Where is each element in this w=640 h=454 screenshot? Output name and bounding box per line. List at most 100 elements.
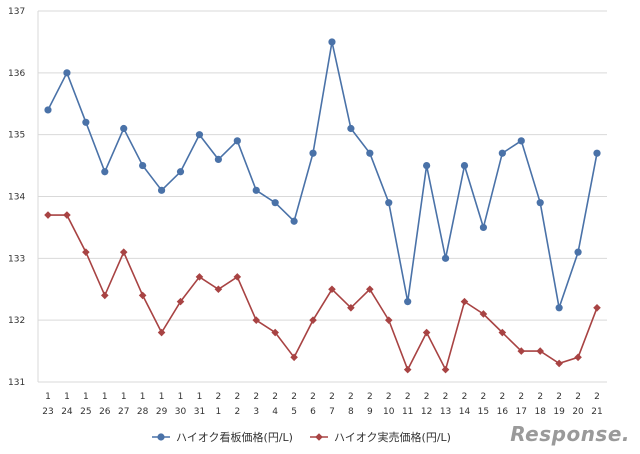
data-point (404, 298, 412, 306)
x-tick-label-month: 1 (178, 392, 184, 402)
legend: ハイオク看板価格(円/L) ハイオク実売価格(円/L) (152, 430, 451, 444)
data-point (593, 149, 601, 157)
x-tick-label-month: 2 (234, 392, 240, 402)
x-tick-label-day: 9 (367, 407, 373, 417)
data-point (574, 353, 582, 362)
data-point (82, 248, 90, 256)
y-tick-label: 131 (8, 378, 25, 388)
x-axis-tick-labels: 1231241251261271281291301312122232425262… (42, 392, 602, 417)
data-point (479, 310, 488, 318)
legend-item: ハイオク実売価格(円/L) (310, 430, 451, 444)
legend-item: ハイオク看板価格(円/L) (152, 430, 293, 444)
x-tick-label-month: 2 (310, 392, 316, 402)
series-1 (44, 38, 601, 312)
data-point (385, 199, 393, 207)
data-point (574, 248, 582, 256)
y-axis-tick-labels: 131 132 133 134 135 136 137 (8, 7, 25, 388)
x-tick-label-day: 2 (234, 407, 240, 417)
data-point (120, 124, 128, 133)
x-tick-label-month: 2 (216, 392, 222, 402)
x-tick-label-month: 2 (575, 392, 581, 402)
x-tick-label-day: 4 (272, 407, 278, 417)
data-point (517, 347, 526, 355)
data-point (441, 254, 450, 262)
x-tick-label-month: 2 (518, 392, 524, 402)
data-point (347, 124, 355, 133)
data-point (479, 223, 488, 232)
x-tick-label-day: 5 (291, 407, 297, 417)
data-point (195, 131, 204, 139)
data-point (139, 161, 147, 170)
x-tick-label-month: 1 (197, 392, 203, 402)
x-tick-label-day: 20 (572, 407, 584, 417)
data-point (366, 285, 374, 294)
x-tick-label-day: 17 (516, 407, 527, 417)
data-point (100, 291, 109, 300)
data-point (460, 297, 469, 306)
data-point (290, 217, 298, 225)
x-tick-label-month: 2 (253, 392, 259, 402)
x-tick-label-day: 19 (553, 407, 565, 417)
x-tick-label-month: 2 (272, 392, 278, 402)
data-point (63, 69, 71, 77)
x-tick-label-month: 1 (102, 392, 108, 402)
x-tick-label-day: 28 (137, 407, 149, 417)
y-tick-label: 132 (8, 316, 25, 326)
x-tick-label-day: 21 (591, 407, 602, 417)
data-point (252, 186, 260, 194)
data-point (498, 149, 506, 157)
x-tick-label-day: 16 (497, 407, 509, 417)
data-point (157, 186, 166, 194)
x-tick-label-month: 2 (291, 392, 297, 402)
y-tick-label: 137 (8, 7, 25, 17)
x-tick-label-month: 1 (64, 392, 70, 402)
series-line (47, 41, 598, 311)
y-tick-label: 136 (8, 69, 25, 79)
data-point (555, 359, 563, 368)
x-tick-label-day: 13 (440, 407, 451, 417)
x-tick-label-day: 24 (61, 407, 73, 417)
legend-marker (157, 433, 165, 441)
data-point (555, 304, 563, 312)
x-tick-label-day: 1 (216, 407, 222, 417)
data-point (138, 291, 147, 300)
x-tick-label-day: 18 (534, 407, 546, 417)
x-tick-label-month: 2 (594, 392, 600, 402)
x-tick-label-month: 2 (329, 392, 335, 402)
x-tick-label-month: 1 (45, 392, 51, 402)
data-point (536, 347, 545, 355)
data-point (214, 285, 223, 294)
x-tick-label-day: 10 (383, 407, 395, 417)
x-tick-label-month: 1 (140, 392, 146, 402)
data-point (252, 316, 261, 324)
data-point (119, 248, 128, 256)
x-tick-label-day: 6 (310, 407, 316, 417)
data-point (309, 149, 317, 157)
x-tick-label-day: 15 (478, 407, 489, 417)
response-logo: Response. (510, 422, 630, 446)
legend-label: ハイオク看板価格(円/L) (176, 430, 293, 444)
x-tick-label-day: 31 (194, 407, 205, 417)
data-point (214, 155, 222, 163)
x-tick-label-day: 29 (156, 407, 168, 417)
data-point (157, 328, 166, 337)
data-point (101, 168, 109, 176)
x-tick-label-day: 8 (348, 407, 354, 417)
data-point (422, 328, 431, 337)
x-tick-label-month: 2 (462, 392, 468, 402)
x-tick-label-day: 30 (175, 407, 187, 417)
x-tick-label-month: 1 (121, 392, 127, 402)
data-point (328, 285, 336, 294)
data-point (498, 328, 507, 337)
grid-lines (37, 10, 607, 383)
x-tick-label-month: 2 (556, 392, 562, 402)
y-tick-label: 133 (8, 254, 25, 264)
data-point (460, 161, 469, 170)
data-point (593, 304, 601, 312)
x-tick-label-day: 23 (42, 407, 53, 417)
x-tick-label-month: 2 (348, 392, 354, 402)
x-tick-label-day: 7 (329, 407, 335, 417)
series-line (48, 214, 598, 372)
data-point (176, 168, 185, 176)
